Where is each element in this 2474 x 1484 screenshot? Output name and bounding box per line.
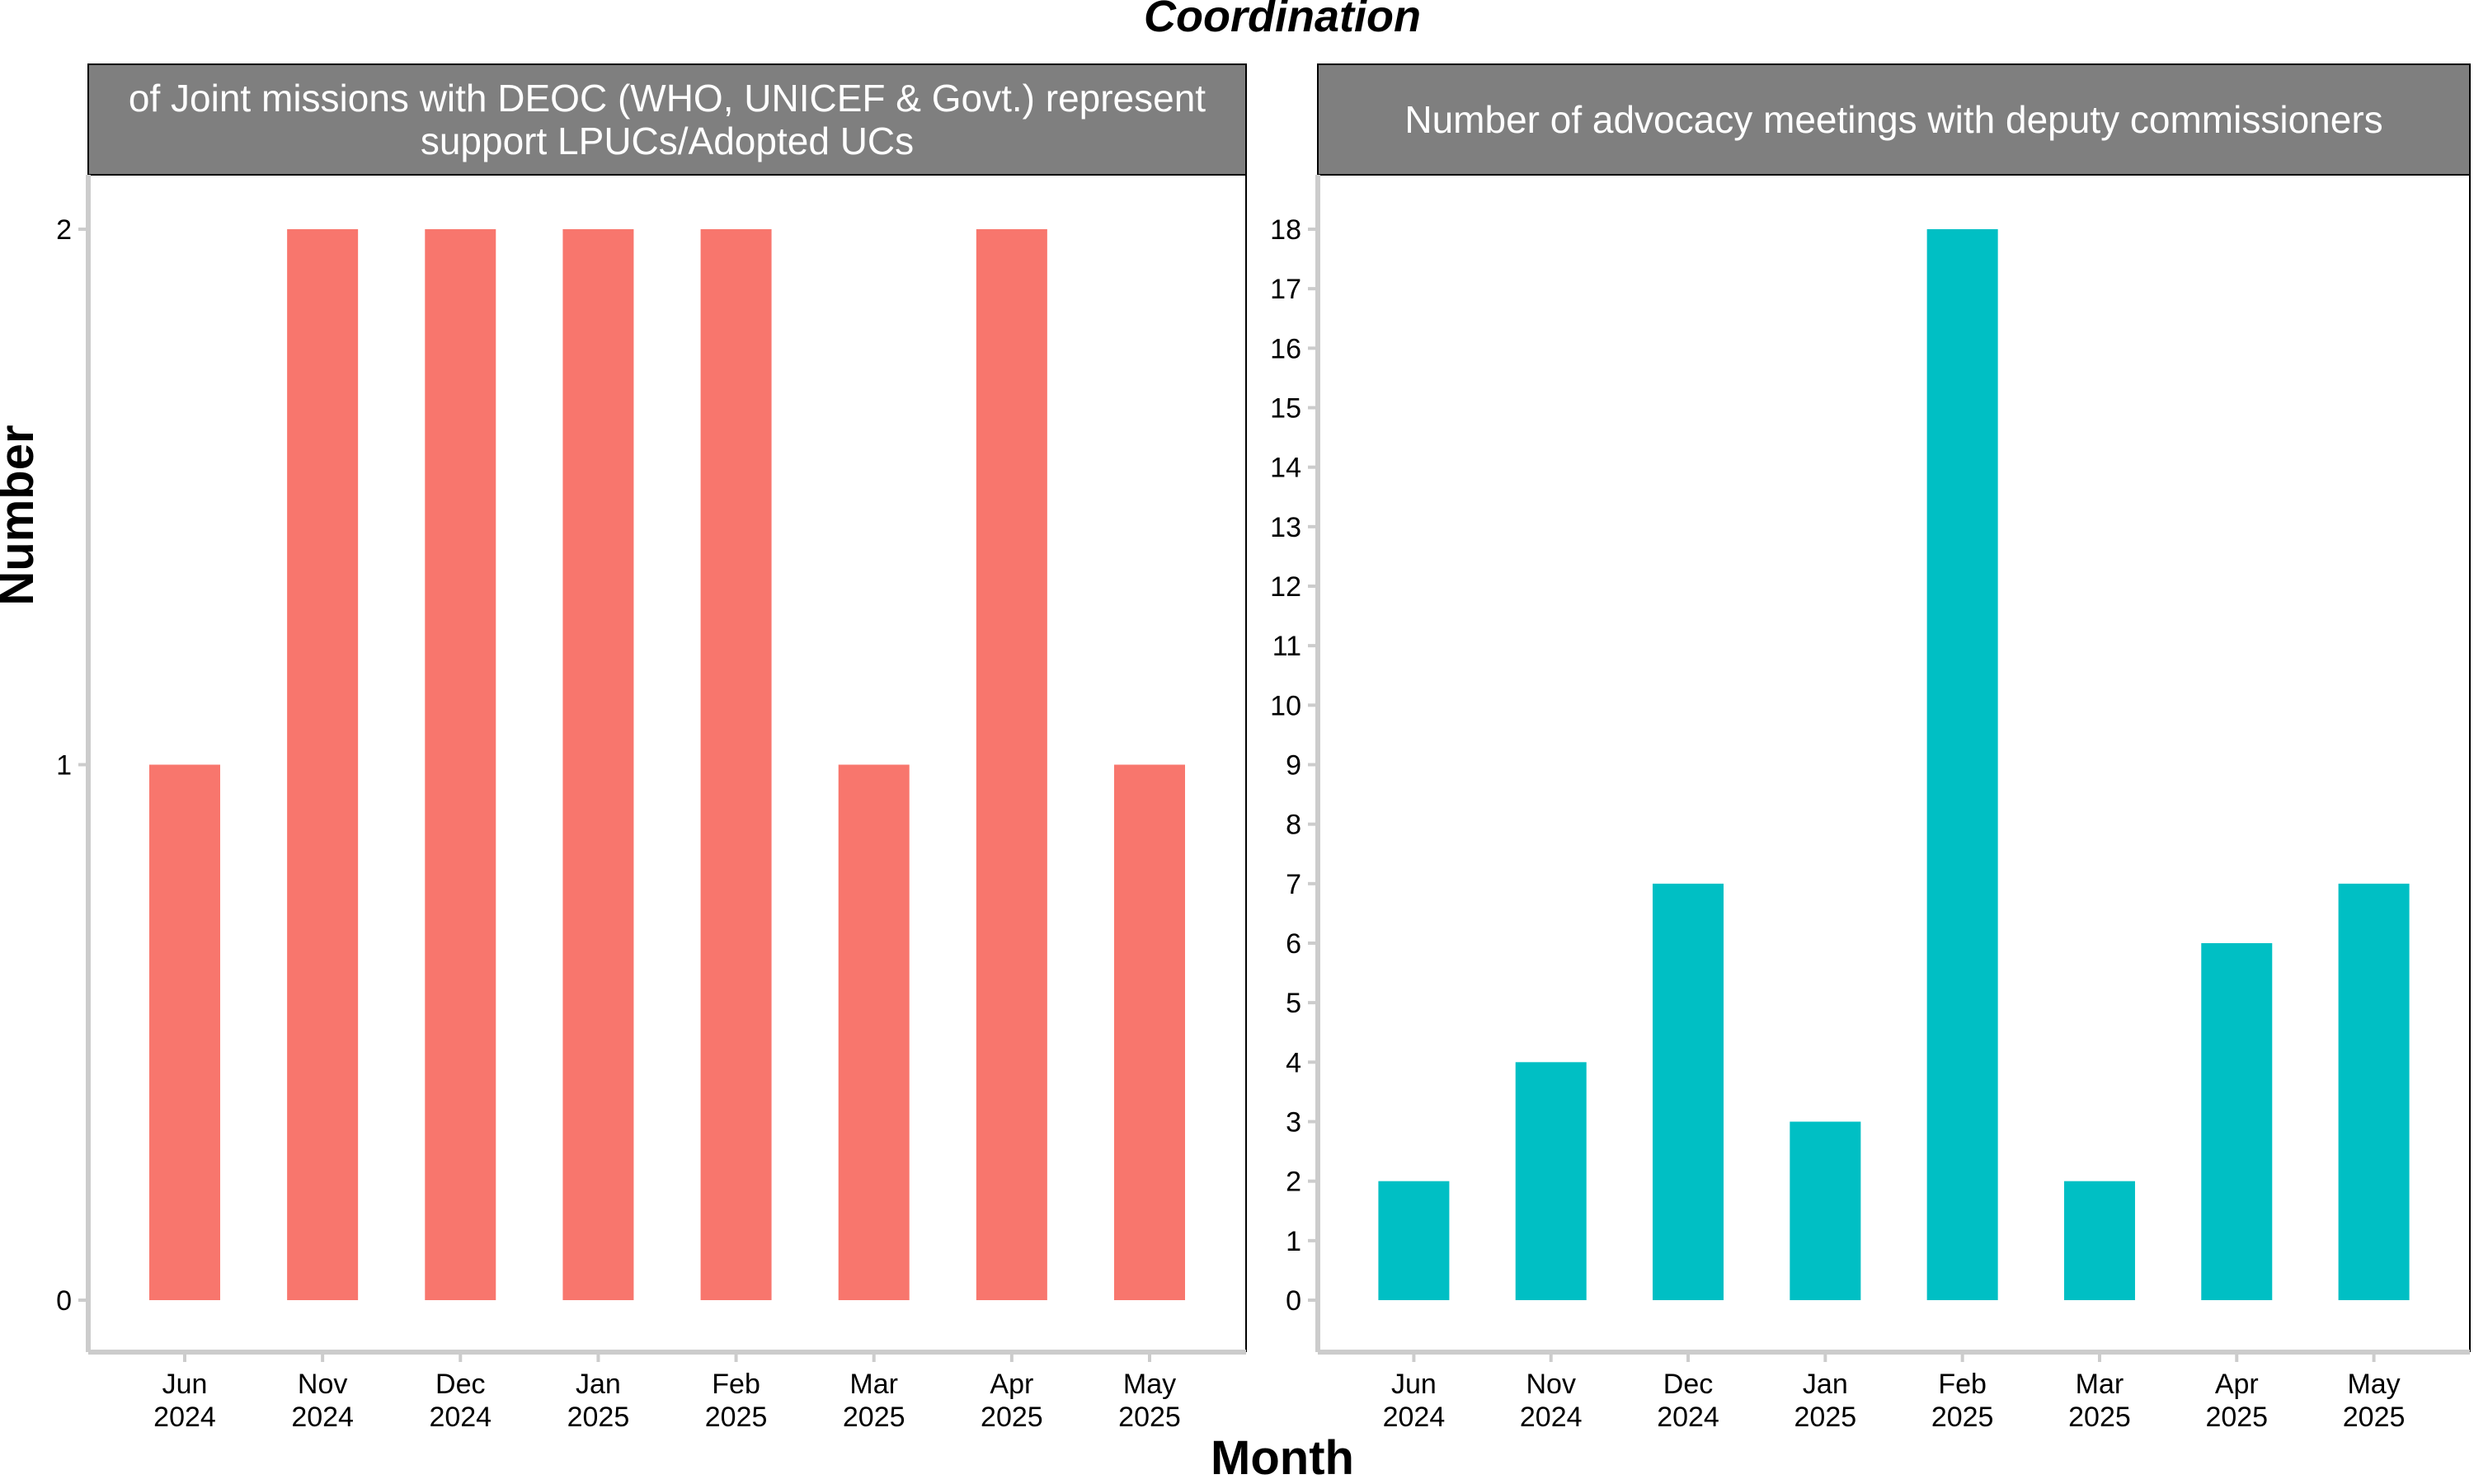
x-tick-label-month: Apr [2215,1369,2259,1400]
y-tick-label: 16 [1270,333,1301,364]
y-tick-label: 13 [1270,512,1301,543]
bar-jan-2025 [1790,1121,1861,1300]
bar-mar-2025 [838,764,910,1300]
x-tick-label-month: Feb [712,1369,760,1400]
facet-title-line: Number of advocacy meetings with deputy … [1404,98,2382,141]
y-tick-label: 6 [1286,928,1301,960]
x-tick-label-year: 2025 [705,1402,768,1433]
x-tick-label-month: Nov [1526,1369,1575,1400]
x-tick-label-month: Mar [2076,1369,2124,1400]
y-tick-label: 18 [1270,214,1301,246]
x-tick-label-month: Feb [1938,1369,1987,1400]
x-tick-label-year: 2025 [2205,1402,2268,1433]
x-tick-label-year: 2025 [1794,1402,1857,1433]
y-tick-label: 5 [1286,988,1301,1019]
y-tick-label: 11 [1272,631,1301,662]
bar-dec-2024 [1653,883,1724,1300]
x-tick-label-month: Mar [849,1369,898,1400]
bar-mar-2025 [2063,1181,2135,1300]
facet-title-line: support LPUCs/Adopted UCs [421,120,914,162]
y-tick-label: 4 [1286,1047,1301,1078]
y-tick-label: 1 [56,750,72,782]
bar-jun-2024 [1378,1181,1450,1300]
bar-apr-2025 [2201,943,2273,1300]
bar-nov-2024 [287,229,359,1300]
y-tick-label: 7 [1286,869,1301,900]
x-tick-label-year: 2024 [1520,1402,1583,1433]
y-tick-label: 15 [1270,393,1301,425]
x-tick-label-year: 2025 [2068,1402,2131,1433]
bar-nov-2024 [1515,1062,1587,1300]
facet-panel-2: Number of advocacy meetings with deputy … [1270,63,2471,1433]
x-tick-label-year: 2025 [1118,1402,1181,1433]
y-tick-label: 8 [1286,810,1301,841]
x-tick-label-year: 2025 [981,1402,1043,1433]
y-tick-label: 12 [1270,571,1301,603]
y-tick-label: 2 [1286,1167,1301,1198]
y-tick-label: 2 [56,214,72,246]
y-tick-label: 10 [1270,690,1301,721]
bar-jun-2024 [149,764,220,1300]
y-tick-label: 0 [1286,1285,1301,1317]
x-tick-label-year: 2024 [153,1402,216,1433]
bar-feb-2025 [700,229,772,1300]
x-tick-label-month: Dec [435,1369,485,1400]
x-tick-label-year: 2024 [429,1402,492,1433]
chart-title: Coordination [1144,0,1421,41]
facet-panels: of Joint missions with DEOC (WHO, UNICEF… [56,63,2471,1433]
x-tick-label-month: May [2347,1369,2400,1400]
x-tick-label-year: 2025 [1931,1402,1994,1433]
y-tick-label: 9 [1286,750,1301,782]
x-tick-label-year: 2025 [843,1402,905,1433]
x-tick-label-month: Jun [1391,1369,1437,1400]
y-tick-label: 14 [1270,453,1301,484]
y-tick-label: 0 [56,1285,72,1317]
x-tick-label-year: 2024 [1383,1402,1446,1433]
bar-jan-2025 [562,229,634,1300]
bar-feb-2025 [1926,229,1998,1300]
facet-panel-1: of Joint missions with DEOC (WHO, UNICEF… [56,63,1247,1433]
bar-dec-2024 [425,229,496,1300]
x-tick-label-month: Jan [1803,1369,1848,1400]
x-tick-label-month: Apr [990,1369,1033,1400]
x-tick-label-year: 2025 [567,1402,630,1433]
x-axis-title: Month [1211,1431,1354,1484]
x-tick-label-month: Dec [1663,1369,1713,1400]
x-tick-label-month: Jan [576,1369,621,1400]
y-tick-label: 3 [1286,1107,1301,1139]
y-tick-label: 1 [1286,1226,1301,1257]
x-tick-label-year: 2024 [291,1402,354,1433]
x-tick-label-month: Jun [162,1369,208,1400]
y-axis-title: Number [0,425,44,605]
facet-title-line: of Joint missions with DEOC (WHO, UNICEF… [129,77,1206,120]
x-tick-label-month: May [1123,1369,1176,1400]
x-tick-label-year: 2024 [1657,1402,1719,1433]
bar-apr-2025 [976,229,1047,1300]
facet-strip-1 [87,63,1247,176]
y-tick-label: 17 [1270,274,1301,305]
bar-may-2025 [1114,764,1185,1300]
x-tick-label-year: 2025 [2343,1402,2406,1433]
facet-strip-2 [1317,63,2471,176]
x-tick-label-month: Nov [298,1369,347,1400]
bar-may-2025 [2338,883,2410,1300]
